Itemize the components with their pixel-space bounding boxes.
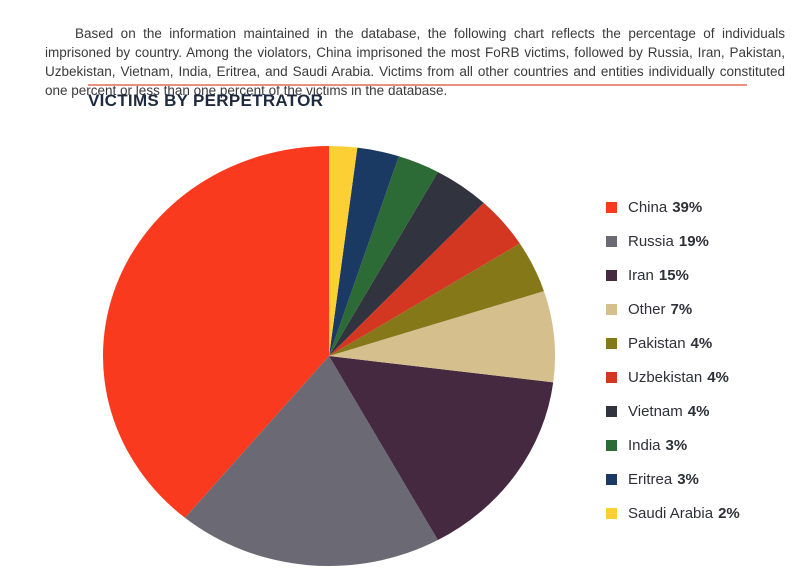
page-title: VICTIMS BY PERPETRATOR <box>88 91 324 110</box>
legend-value: 7% <box>670 300 693 318</box>
intro-paragraph: Based on the information maintained in t… <box>45 25 785 98</box>
legend-swatch-india <box>606 439 617 451</box>
legend-item-iran: Iran 15% <box>606 258 740 292</box>
pie-slice-uzbekistan <box>329 202 520 356</box>
legend-value: 3% <box>677 470 699 488</box>
legend-item-china: China 39% <box>606 190 740 224</box>
legend-value: 4% <box>690 334 713 352</box>
legend-item-saudi-arabia: Saudi Arabia 2% <box>606 496 740 530</box>
chart-legend: China 39% Russia 19% Iran 15% Other 7% Pakistan 4… <box>606 190 740 530</box>
legend-label: Other <box>628 300 666 318</box>
legend-item-pakistan: Pakistan 4% <box>606 326 740 360</box>
legend-swatch-russia <box>606 235 617 247</box>
legend-value: 15% <box>658 266 689 284</box>
legend-swatch-other <box>606 303 617 315</box>
pie-slice-iran <box>329 356 554 541</box>
legend-item-vietnam: Vietnam 4% <box>606 394 740 428</box>
legend-swatch-china <box>606 201 617 213</box>
legend-item-other: Other 7% <box>606 292 740 326</box>
legend-value: 19% <box>678 232 709 250</box>
legend-swatch-eritrea <box>606 473 617 485</box>
pie-slice-other <box>329 291 556 383</box>
legend-value: 39% <box>672 198 703 216</box>
pie-slice-china <box>102 146 330 518</box>
legend-label: India <box>628 436 661 454</box>
legend-item-eritrea: Eritrea 3% <box>606 462 740 496</box>
legend-label: Vietnam <box>628 402 683 420</box>
pie-slice-russia <box>184 356 438 567</box>
legend-label: Eritrea <box>628 470 673 488</box>
legend-value: 4% <box>707 368 729 386</box>
legend-label: Pakistan <box>628 334 686 352</box>
pie-slice-pakistan <box>329 243 544 356</box>
pie-slice-india <box>329 156 438 356</box>
legend-label: China <box>628 198 668 216</box>
legend-value: 3% <box>665 436 688 454</box>
legend-label: Iran <box>628 266 654 284</box>
legend-label: Saudi Arabia <box>628 504 714 522</box>
legend-item-russia: Russia 19% <box>606 224 740 258</box>
legend-value: 2% <box>718 504 740 522</box>
legend-swatch-uzbekistan <box>606 371 617 383</box>
legend-swatch-pakistan <box>606 337 617 349</box>
legend-value: 4% <box>687 402 710 420</box>
legend-swatch-saudi-arabia <box>606 507 617 519</box>
legend-item-india: India 3% <box>606 428 740 462</box>
section-divider <box>88 84 747 86</box>
legend-swatch-vietnam <box>606 405 617 417</box>
pie-slice-eritrea <box>329 147 399 356</box>
legend-label: Russia <box>628 232 674 250</box>
legend-item-uzbekistan: Uzbekistan 4% <box>606 360 740 394</box>
pie-slice-vietnam <box>329 171 484 356</box>
legend-label: Uzbekistan <box>628 368 703 386</box>
legend-swatch-iran <box>606 269 617 281</box>
pie-slice-saudi-arabia <box>329 146 358 356</box>
